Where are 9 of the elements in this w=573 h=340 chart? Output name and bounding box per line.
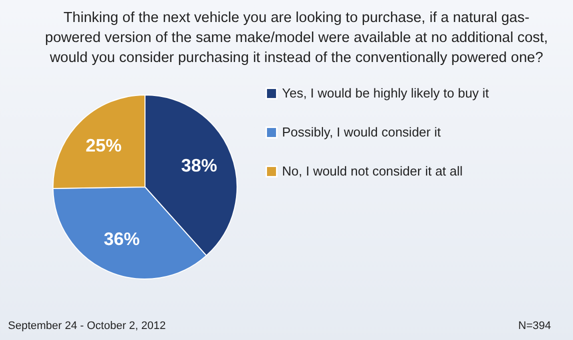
legend-label: No, I would not consider it at all <box>282 164 463 178</box>
data-label: 36% <box>104 229 140 250</box>
chart-title: Thinking of the next vehicle you are looking to purchase, if a natural gas-powered version of the same make/model were available at no additional cost, would you consider purchasing it instead of the conventionally powered one? <box>44 9 549 68</box>
data-label: 38% <box>181 155 218 176</box>
text: September 24 - October 2, 2012 <box>8 320 166 332</box>
legend-label: Yes, I would be highly likely to buy it <box>282 86 490 100</box>
data-label: 25% <box>86 135 122 156</box>
legend-label: Possibly, I would consider it <box>282 124 442 140</box>
text: N=394 <box>518 320 551 332</box>
